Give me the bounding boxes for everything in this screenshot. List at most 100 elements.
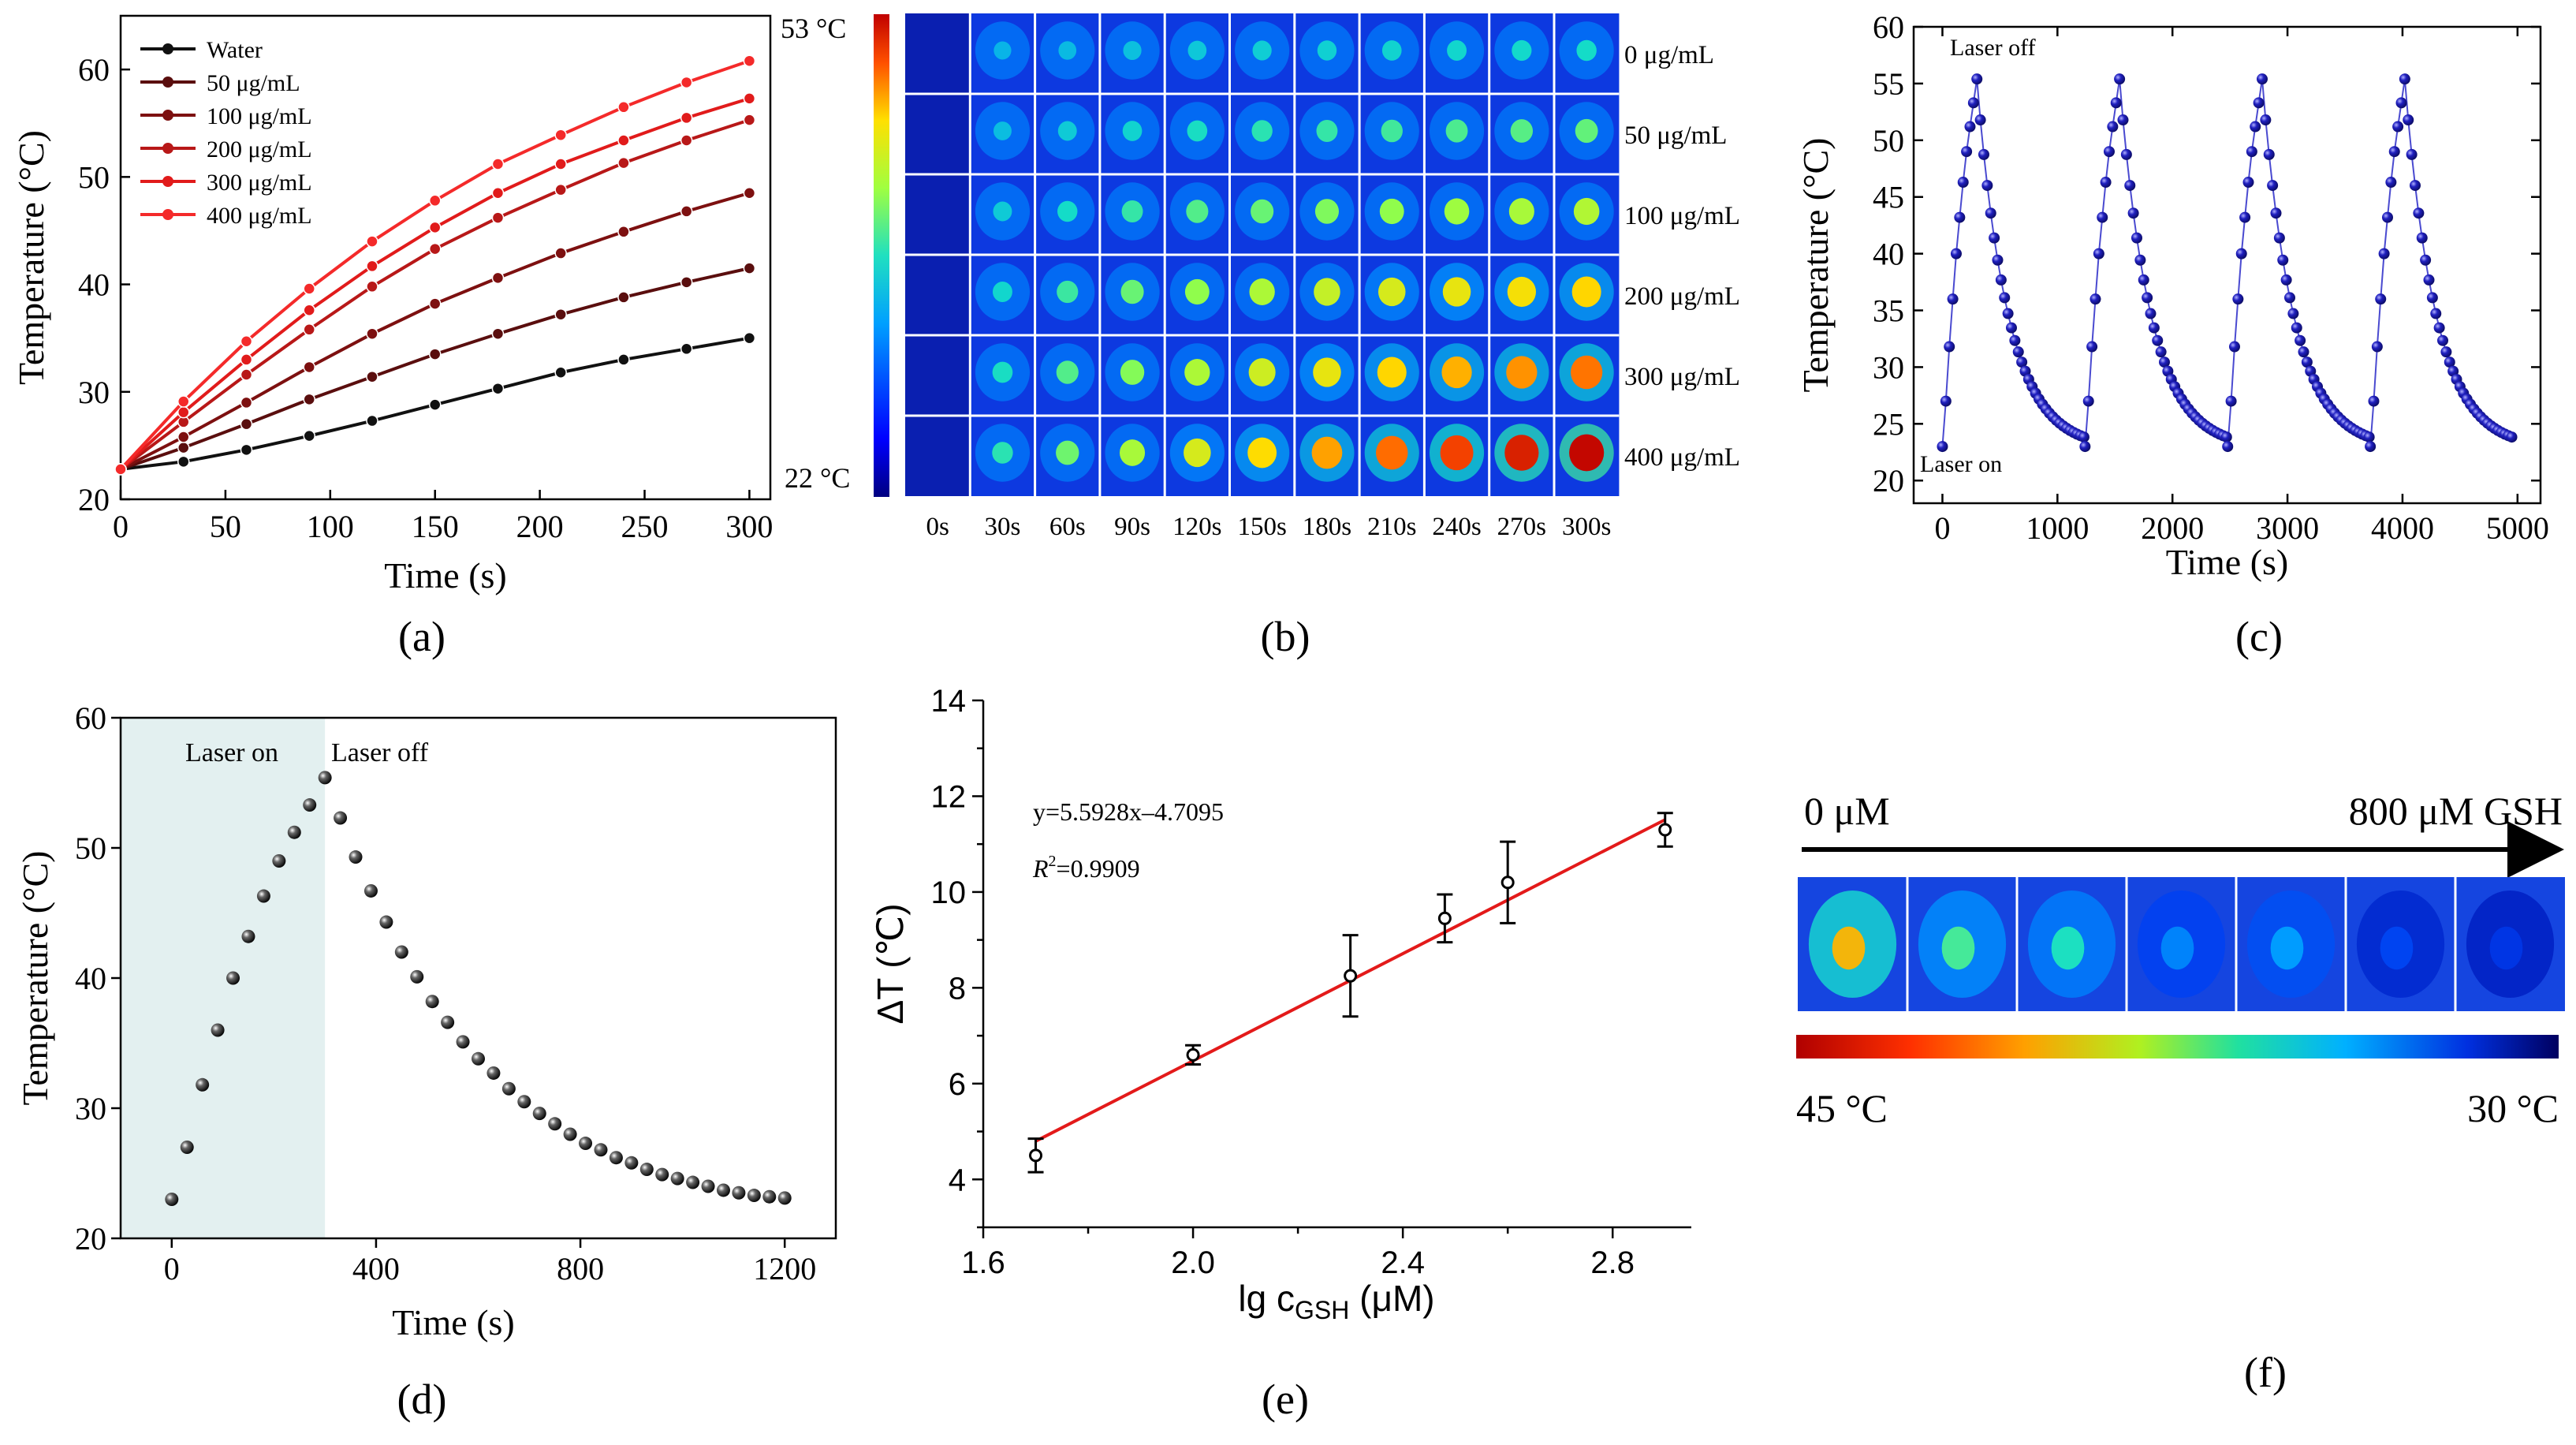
x-tick-label: 1000 bbox=[2026, 510, 2089, 546]
y-tick-label: 40 bbox=[1873, 237, 1904, 272]
thermal-spot bbox=[1317, 40, 1337, 61]
y-axis-label: Temperature (°C) bbox=[1795, 138, 1836, 393]
data-point bbox=[1437, 911, 1452, 925]
cycle-point bbox=[2403, 114, 2414, 126]
y-tick-label: 4 bbox=[949, 1163, 966, 1197]
cycle-point bbox=[1947, 293, 1959, 305]
cycle-point bbox=[1971, 73, 1983, 85]
cycle-point bbox=[2260, 114, 2272, 126]
series-point-3 bbox=[303, 323, 315, 336]
series-point-1 bbox=[428, 348, 442, 360]
cycle-point bbox=[1940, 395, 1952, 407]
thermal-cell-bg bbox=[905, 174, 971, 255]
cycle-point bbox=[2444, 357, 2455, 368]
series-point-0 bbox=[554, 366, 567, 379]
series-point-5 bbox=[617, 101, 630, 114]
panel-label-c: (c) bbox=[2235, 613, 2283, 660]
thermal-spot bbox=[993, 201, 1012, 222]
cycle-point bbox=[1978, 148, 1989, 160]
thermal-spot bbox=[1057, 280, 1079, 304]
series-point-1 bbox=[491, 327, 505, 340]
row-label: 300 μg/mL bbox=[1624, 363, 1740, 391]
series-point-3 bbox=[617, 156, 630, 170]
thermal-spot bbox=[1187, 120, 1208, 142]
cool-point bbox=[379, 915, 393, 929]
y-tick-label: 30 bbox=[1873, 349, 1904, 385]
thermal-spot bbox=[1377, 277, 1406, 307]
cycle-point bbox=[2267, 180, 2279, 192]
y-tick-label: 6 bbox=[949, 1067, 966, 1102]
series-point-1 bbox=[240, 417, 253, 431]
heat-point bbox=[287, 825, 301, 839]
thermal-cell-bg bbox=[905, 94, 971, 174]
x-tick-label: 400 bbox=[352, 1251, 400, 1286]
cycle-point bbox=[2155, 346, 2167, 358]
thermal-spot bbox=[1441, 356, 1472, 389]
series-point-3 bbox=[743, 114, 756, 126]
thermal-spot bbox=[1057, 200, 1078, 222]
series-point-4 bbox=[428, 221, 442, 234]
thermal-cell-bg bbox=[905, 13, 971, 94]
data-point bbox=[1500, 876, 1515, 890]
column-label: 300s bbox=[1562, 513, 1611, 541]
cycle-point bbox=[2388, 146, 2400, 158]
column-label: 180s bbox=[1303, 513, 1351, 541]
column-label: 30s bbox=[985, 513, 1021, 541]
y-tick-label: 45 bbox=[1873, 180, 1904, 215]
legend-marker-4 bbox=[162, 176, 173, 187]
cycle-point bbox=[2222, 441, 2234, 453]
heat-point bbox=[226, 971, 240, 985]
thermal-spot bbox=[2051, 926, 2085, 970]
cycle-point bbox=[2232, 293, 2244, 305]
thermal-spot bbox=[1571, 355, 1603, 390]
thermal-spot bbox=[993, 41, 1012, 60]
cool-point bbox=[517, 1095, 531, 1109]
cool-point bbox=[363, 883, 378, 898]
thermal-spot bbox=[1573, 197, 1600, 226]
legend-label-2: 100 μg/mL bbox=[207, 103, 312, 129]
thermal-spot bbox=[1316, 119, 1338, 143]
series-point-2 bbox=[554, 247, 567, 260]
series-point-2 bbox=[491, 271, 505, 285]
cycle-point bbox=[1981, 180, 1993, 192]
cycle-point bbox=[2103, 146, 2115, 158]
y-tick-label: 50 bbox=[75, 831, 106, 866]
y-tick-label: 30 bbox=[78, 375, 110, 410]
thermal-spot bbox=[2489, 926, 2523, 970]
cycle-point bbox=[2250, 121, 2261, 133]
series-point-4 bbox=[554, 158, 567, 170]
x-tick-label: 2000 bbox=[2141, 510, 2204, 546]
y-tick-label: 30 bbox=[75, 1091, 106, 1126]
cycle-point bbox=[2284, 292, 2295, 304]
cycle-point bbox=[2114, 73, 2126, 85]
cool-point bbox=[532, 1107, 546, 1121]
series-point-0 bbox=[240, 443, 253, 457]
column-label: 0s bbox=[926, 513, 949, 541]
cycle-point bbox=[2437, 334, 2449, 346]
thermal-spot bbox=[2270, 926, 2304, 970]
thermal-spot bbox=[1251, 120, 1273, 142]
x-tick-label: 100 bbox=[307, 509, 354, 544]
thermal-spot bbox=[1504, 435, 1539, 471]
cool-point bbox=[410, 969, 424, 984]
cool-point bbox=[548, 1117, 562, 1131]
series-point-1 bbox=[617, 291, 630, 304]
cycle-point bbox=[2228, 341, 2240, 353]
thermal-spot bbox=[1440, 435, 1474, 471]
cycle-point bbox=[2378, 248, 2390, 260]
cycle-point bbox=[2239, 211, 2251, 223]
series-point-5 bbox=[491, 158, 505, 170]
series-point-1 bbox=[680, 276, 693, 289]
cycle-point bbox=[2082, 395, 2094, 407]
cool-point bbox=[486, 1066, 501, 1080]
series-point-2 bbox=[366, 327, 378, 340]
heat-point bbox=[211, 1023, 225, 1037]
cycle-point bbox=[1950, 248, 1962, 260]
series-point-2 bbox=[743, 187, 756, 200]
cycle-point bbox=[2253, 97, 2265, 109]
cycle-point bbox=[1989, 232, 2000, 244]
cycle-point bbox=[2152, 334, 2164, 346]
thermal-spot bbox=[1187, 40, 1207, 61]
cycle-point bbox=[2399, 73, 2410, 85]
thermal-spot bbox=[1251, 199, 1274, 224]
